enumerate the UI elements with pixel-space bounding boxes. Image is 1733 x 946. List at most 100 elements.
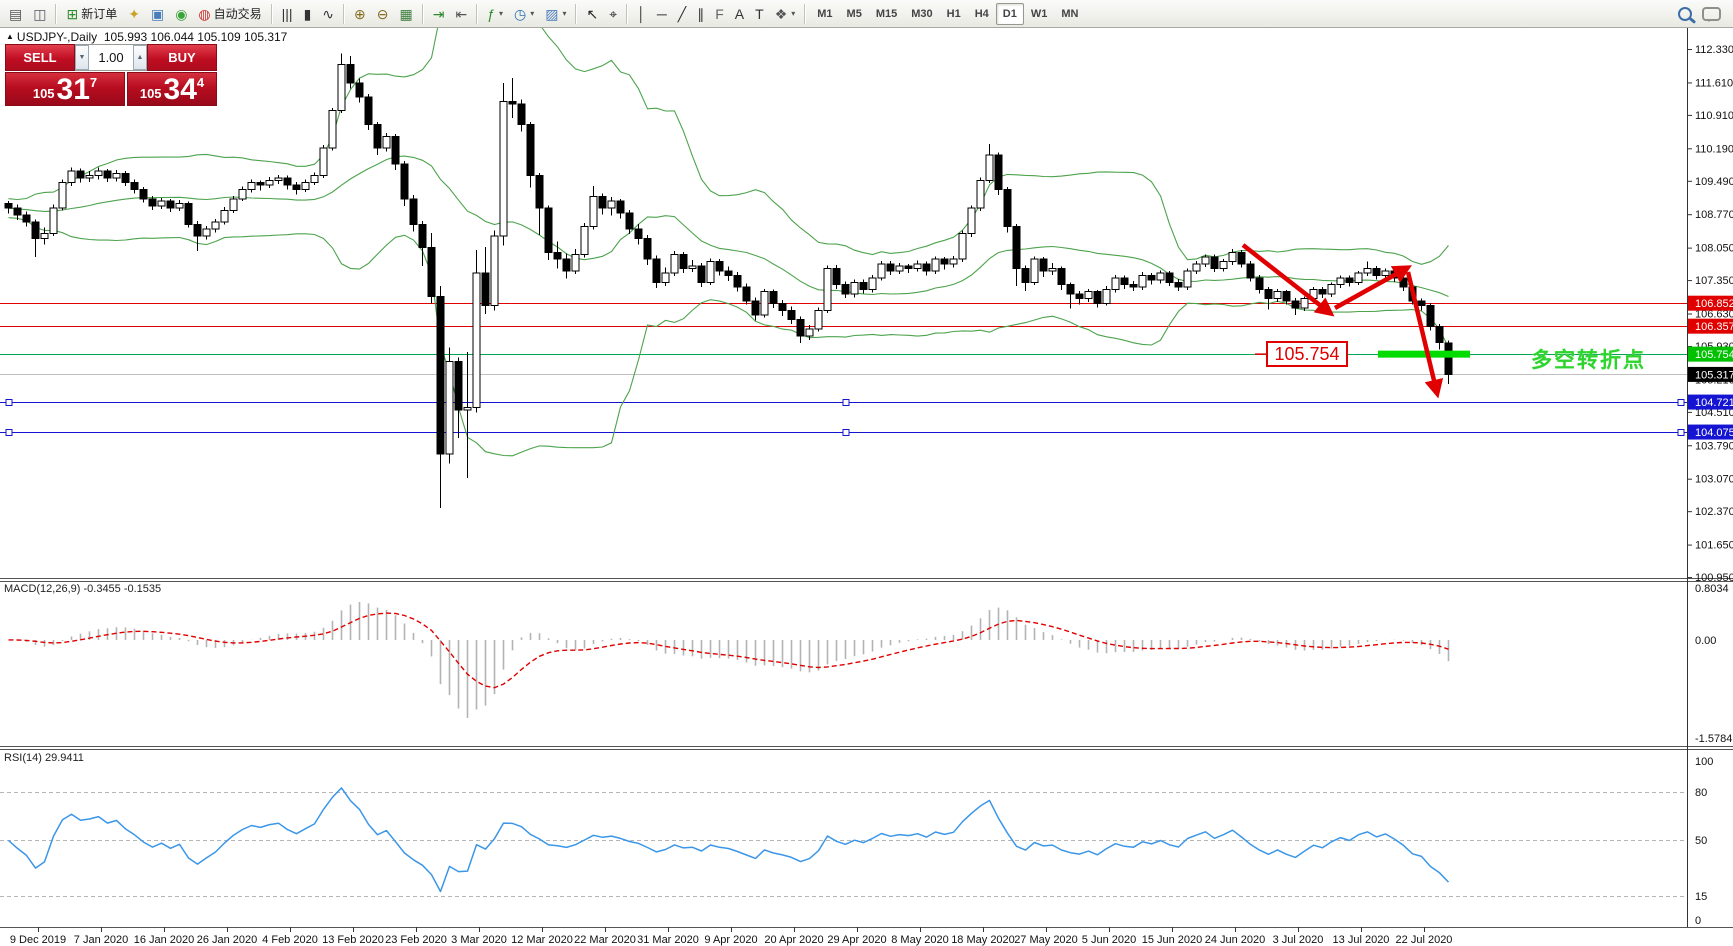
equidistant-channel-button[interactable]: ∥ [692, 1, 709, 27]
svg-text:110.190: 110.190 [1695, 143, 1733, 155]
buy-price-figure: 105 [139, 86, 162, 101]
svg-text:104.721: 104.721 [1695, 397, 1733, 409]
new-order-icon: ⊞ [66, 5, 79, 22]
new-chart-button[interactable]: ▤ [4, 1, 27, 27]
macd-histogram [7, 601, 1450, 718]
red-arrow-3[interactable] [1405, 271, 1444, 399]
templates-button[interactable]: ▨ ▾ [540, 1, 571, 27]
macd-layer [7, 601, 1450, 718]
periods-icon: ◷ [514, 5, 527, 22]
fibonacci-button[interactable]: F [710, 1, 729, 27]
rsi-line [8, 787, 1450, 893]
turning-point-label[interactable]: 多空转折点 [1531, 349, 1646, 372]
svg-text:100.950: 100.950 [1695, 572, 1733, 584]
volume-input[interactable] [89, 45, 133, 70]
new-order-button[interactable]: ⊞ 新订单 [61, 1, 122, 27]
line-chart-mode-icon: ∿ [322, 5, 335, 22]
timeframe-h1[interactable]: H1 [946, 7, 961, 20]
svg-text:108.050: 108.050 [1695, 243, 1733, 255]
buy-price[interactable]: 105 34 4 [127, 72, 217, 106]
charts-button[interactable]: ▣ [146, 1, 169, 27]
zoom-out-button[interactable]: ⊖ [372, 1, 394, 27]
horizontal-line-icon: ─ [656, 5, 667, 22]
price-tag-105.317: 105.317 [1688, 366, 1733, 382]
crosshair-button[interactable]: ⌖ [604, 1, 622, 27]
hline-104.721[interactable] [0, 399, 1687, 406]
svg-text:106.357: 106.357 [1695, 321, 1733, 333]
new-order-label: 新订单 [81, 7, 118, 21]
line-chart-mode-button[interactable]: ∿ [317, 1, 339, 27]
one-click-trading-panel: SELL ▼ ▲ BUY 105 31 7 105 34 4 [5, 44, 217, 106]
text-button[interactable]: A [730, 1, 749, 27]
red-arrow-2[interactable] [1333, 265, 1412, 310]
time-axis: 9 Dec 2019 7 Jan 2020 16 Jan 2020 26 Jan 20… [10, 927, 1453, 946]
dropdown-caret-icon: ▾ [498, 9, 503, 18]
volume-increase-button[interactable]: ▲ [133, 45, 147, 70]
tile-windows-button[interactable]: ▦ [394, 1, 417, 27]
rsi-scale-0: 0 [1695, 915, 1701, 927]
svg-text:20 Apr 2020: 20 Apr 2020 [764, 934, 823, 946]
sell-price-pips: 31 [56, 73, 90, 106]
candlestick-mode-button[interactable]: ▮ [299, 1, 317, 27]
zoom-in-button[interactable]: ⊕ [349, 1, 371, 27]
timeframe-m30[interactable]: M30 [911, 7, 933, 20]
expert-advisors-button[interactable]: ✦ [123, 1, 145, 27]
toolbar-separator [270, 3, 273, 24]
svg-text:3 Mar 2020: 3 Mar 2020 [451, 934, 507, 946]
chart-title: ▲ USDJPY-,Daily 105.993 106.044 105.109 1… [6, 30, 287, 44]
svg-text:108.770: 108.770 [1695, 209, 1733, 221]
toolbar-separator [55, 3, 58, 24]
fibonacci-icon: F [715, 5, 724, 22]
signals-button[interactable]: ◉ [170, 1, 192, 27]
chat-icon[interactable] [1702, 6, 1721, 22]
sell-price[interactable]: 105 31 7 [5, 72, 125, 106]
timeframe-mn[interactable]: MN [1061, 7, 1079, 20]
svg-text:103.070: 103.070 [1695, 474, 1733, 486]
search-icon[interactable] [1678, 6, 1692, 21]
sell-button[interactable]: SELL [5, 44, 75, 71]
toolbar-separator [476, 3, 479, 24]
svg-text:7 Jan 2020: 7 Jan 2020 [74, 934, 128, 946]
signals-icon: ◉ [175, 5, 188, 22]
profiles-button[interactable]: ◫ [28, 1, 51, 27]
buy-button[interactable]: BUY [147, 44, 217, 71]
horizontal-line-button[interactable]: ─ [652, 1, 672, 27]
svg-text:5 Jun 2020: 5 Jun 2020 [1082, 934, 1136, 946]
timeframe-h4[interactable]: H4 [974, 7, 989, 20]
autotrading-button[interactable]: ◍ 自动交易 [193, 1, 266, 27]
svg-text:107.350: 107.350 [1695, 275, 1733, 287]
auto-scroll-button[interactable]: ⇥ [428, 1, 450, 27]
volume-decrease-button[interactable]: ▼ [75, 45, 89, 70]
autotrading-icon: ◍ [198, 5, 211, 22]
svg-text:22 Mar 2020: 22 Mar 2020 [574, 934, 636, 946]
red-arrow-1[interactable] [1241, 243, 1335, 317]
hline-104.075[interactable] [0, 429, 1687, 436]
timeframe-d1[interactable]: D1 [995, 2, 1024, 25]
rsi-scale-50: 50 [1695, 835, 1707, 847]
price-callout-box[interactable]: 105.754 [1266, 341, 1348, 367]
timeframe-m1[interactable]: M1 [817, 7, 833, 20]
cursor-icon: ↖ [586, 5, 599, 22]
bar-chart-mode-button[interactable]: ||| [277, 1, 298, 27]
templates-icon: ▨ [545, 5, 559, 22]
tile-windows-icon: ▦ [399, 5, 413, 22]
periods-button[interactable]: ◷ ▾ [509, 1, 539, 27]
cursor-button[interactable]: ↖ [581, 1, 603, 27]
chart-shift-button[interactable]: ⇤ [450, 1, 472, 27]
trendline-button[interactable]: ╱ [673, 1, 691, 27]
green-turning-segment[interactable] [1378, 350, 1470, 358]
indicators-button[interactable]: ƒ ▾ [482, 1, 508, 27]
toolbar-buttons: ▤ ◫ ⊞ 新订单 ✦ ▣ ◉ ◍ 自动交易 ||| ▮ ∿ ⊕ ⊖ ▦ ⇥ ⇤ ƒ ▾ ◷ ▾ ▨ ▾ ↖ ⌖ │ ─ ╱ ∥ F A T ❖… [4, 1, 800, 27]
vertical-line-button[interactable]: │ [632, 1, 651, 27]
svg-text:22 Jul 2020: 22 Jul 2020 [1396, 934, 1453, 946]
equidistant-channel-icon: ∥ [697, 5, 705, 22]
timeframe-m5[interactable]: M5 [846, 7, 862, 20]
svg-text:26 Jan 2020: 26 Jan 2020 [197, 934, 258, 946]
svg-text:101.650: 101.650 [1695, 540, 1733, 552]
timeframe-w1[interactable]: W1 [1030, 7, 1048, 20]
timeframe-m15[interactable]: M15 [875, 7, 898, 20]
arrows-shapes-button[interactable]: ❖ ▾ [770, 1, 801, 27]
text-label-button[interactable]: T [750, 1, 769, 27]
annotation-objects[interactable] [1241, 243, 1470, 399]
chart-canvas[interactable]: 112.330 111.610 110.910 110.190 109.490 108.7… [0, 28, 1733, 946]
